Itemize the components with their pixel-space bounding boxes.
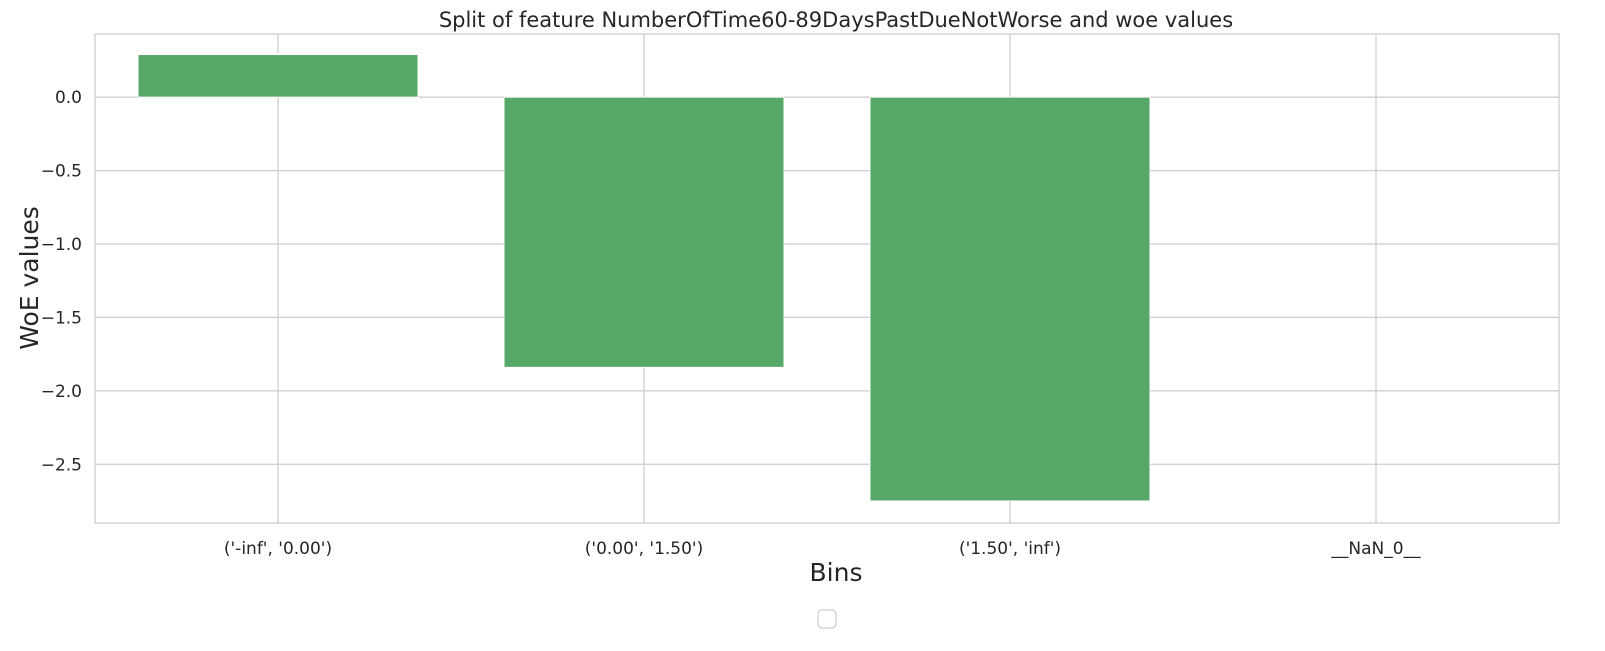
y-tick-label: −1.5 <box>41 308 82 328</box>
y-tick-label: 0.0 <box>55 88 82 108</box>
bar <box>869 96 1151 502</box>
y-tick-label: −1.0 <box>41 235 82 255</box>
bar <box>137 54 419 98</box>
x-tick-labels: ('-inf', '0.00') ('0.00', '1.50') ('1.50',… <box>224 539 1421 559</box>
bar <box>503 96 785 368</box>
plot-area-frame <box>94 33 1560 524</box>
y-axis-label: WoE values <box>15 206 44 350</box>
y-tick-labels: 0.0 −0.5 −1.0 −1.5 −2.0 −2.5 <box>41 88 82 475</box>
y-tick-label: −2.5 <box>41 455 82 475</box>
grid-lines <box>95 34 1559 523</box>
x-axis-label: Bins <box>810 558 863 587</box>
x-tick-label: ('-inf', '0.00') <box>224 539 332 559</box>
x-tick-label: ('0.00', '1.50') <box>585 539 703 559</box>
chart-title: Split of feature NumberOfTime60-89DaysPa… <box>439 8 1233 32</box>
y-tick-label: −0.5 <box>41 162 82 182</box>
y-tick-label: −2.0 <box>41 382 82 402</box>
x-tick-label: __NaN_0__ <box>1330 539 1421 559</box>
legend-box <box>817 609 837 629</box>
x-tick-label: ('1.50', 'inf') <box>959 539 1061 559</box>
bars <box>137 54 1151 502</box>
